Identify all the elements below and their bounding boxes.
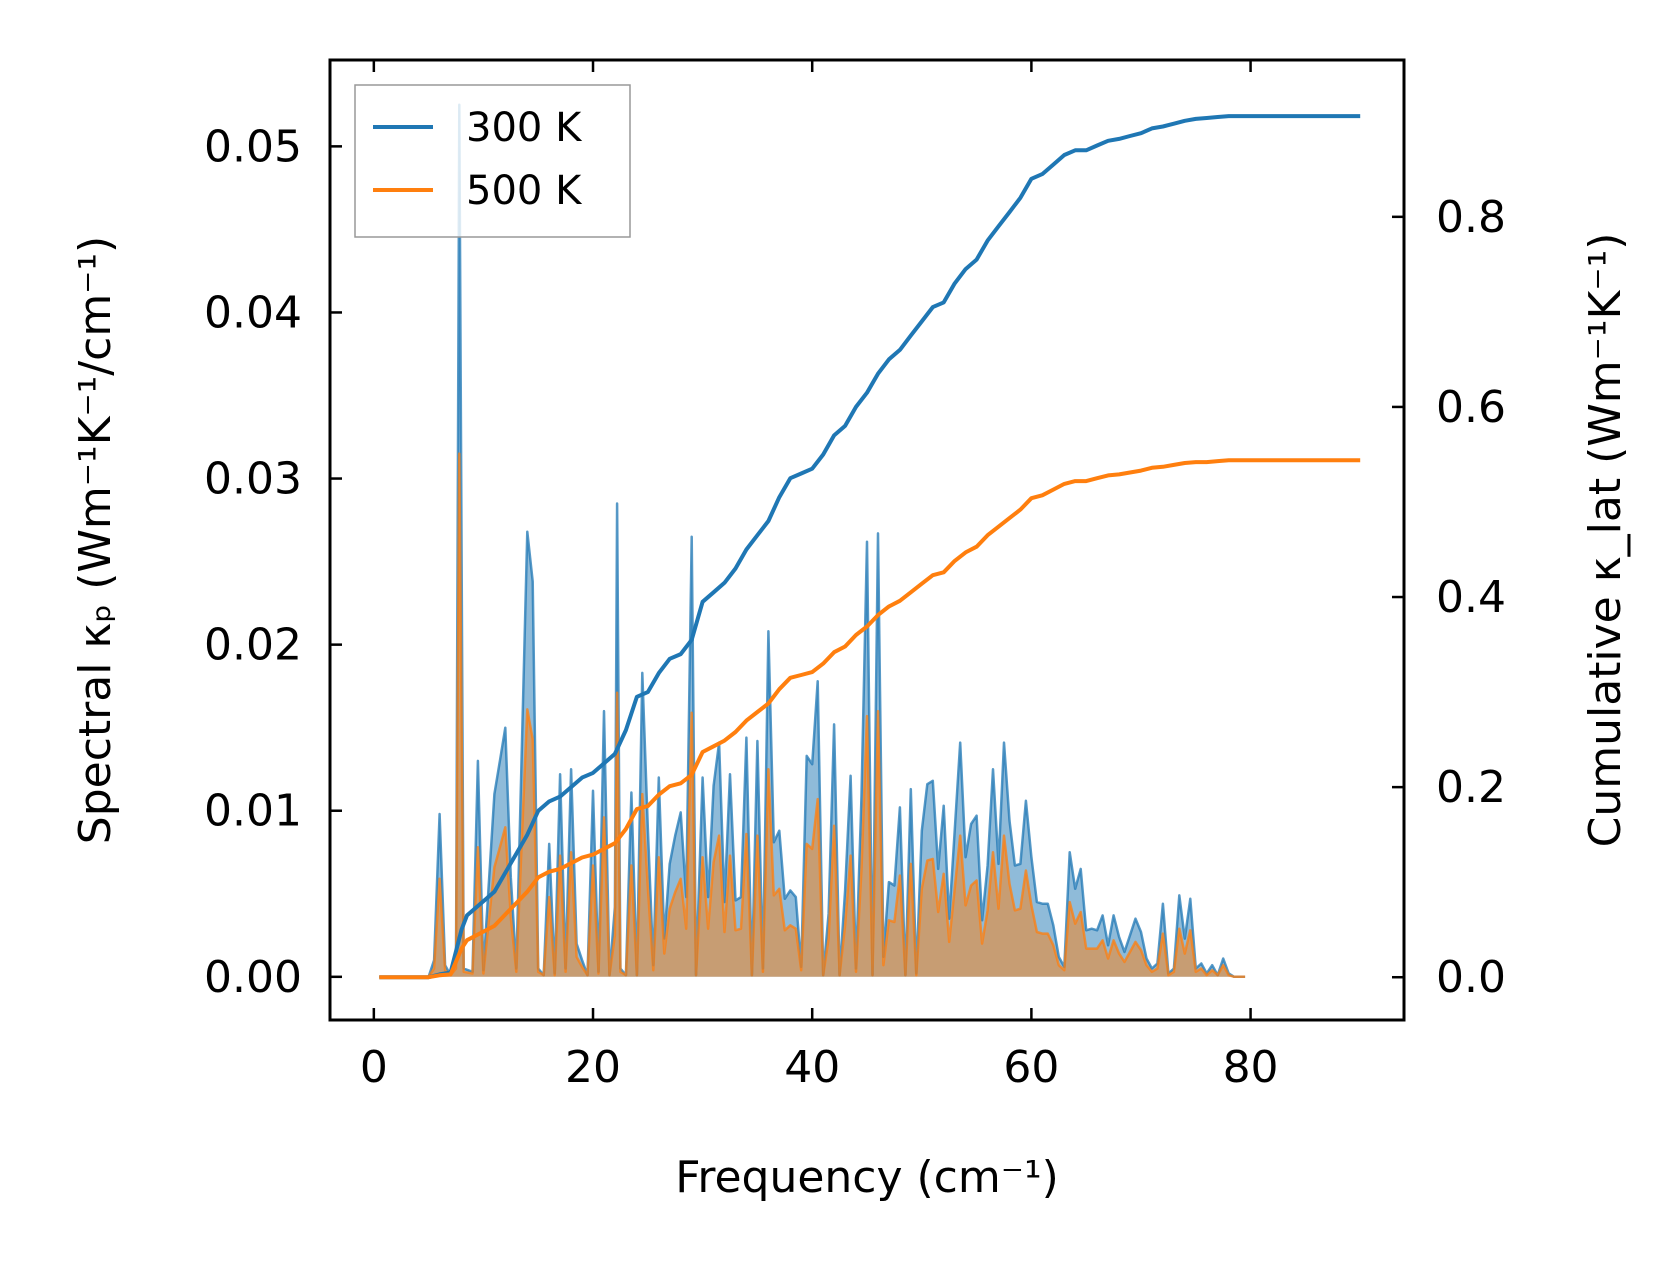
spectral-fill-500k [379, 453, 1246, 977]
legend-label-300k: 300 K [466, 105, 583, 151]
y-axis-left-label: Spectral κₚ (Wm⁻¹K⁻¹/cm⁻¹) [70, 236, 121, 844]
y-left-tick-label: 0.02 [204, 620, 302, 671]
legend-label-500k: 500 K [466, 168, 583, 214]
spectral-line-300k [379, 103, 1246, 979]
x-axis-label: Frequency (cm⁻¹) [675, 1152, 1059, 1203]
y-axis-right-label: Cumulative κ_lat (Wm⁻¹K⁻¹) [1580, 233, 1631, 848]
y-left-tick-label: 0.00 [204, 952, 302, 1003]
y-right-tick-label: 0.4 [1436, 572, 1506, 623]
data-lines [379, 103, 1361, 980]
spectral-fill-300k [379, 104, 1246, 977]
y-left-tick-label: 0.03 [204, 454, 302, 505]
legend-box [354, 84, 631, 238]
axis-ticks: 0 20 40 60 80 0.00 0.01 0.02 0.03 0.04 0.05 0.0 0.2 0… [204, 60, 1506, 1093]
cumulative-line-500k [379, 458, 1361, 980]
x-tick-label: 60 [1003, 1042, 1059, 1093]
legend: 300 K 500 K [354, 84, 631, 238]
spectral-line-500k [379, 452, 1246, 979]
plot-frame [328, 58, 1406, 1022]
spectral-fills [379, 104, 1246, 977]
y-right-tick-label: 0.6 [1436, 382, 1506, 433]
x-tick-label: 0 [360, 1042, 388, 1093]
y-left-tick-label: 0.01 [204, 786, 302, 837]
y-left-tick-label: 0.04 [204, 287, 302, 338]
y-right-tick-label: 0.2 [1436, 762, 1506, 813]
x-tick-label: 80 [1223, 1042, 1279, 1093]
cumulative-line-300k [379, 114, 1361, 980]
x-tick-label: 40 [784, 1042, 840, 1093]
x-tick-label: 20 [565, 1042, 621, 1093]
y-left-tick-label: 0.05 [204, 121, 302, 172]
y-right-tick-label: 0.8 [1436, 192, 1506, 243]
y-right-tick-label: 0.0 [1436, 952, 1506, 1003]
